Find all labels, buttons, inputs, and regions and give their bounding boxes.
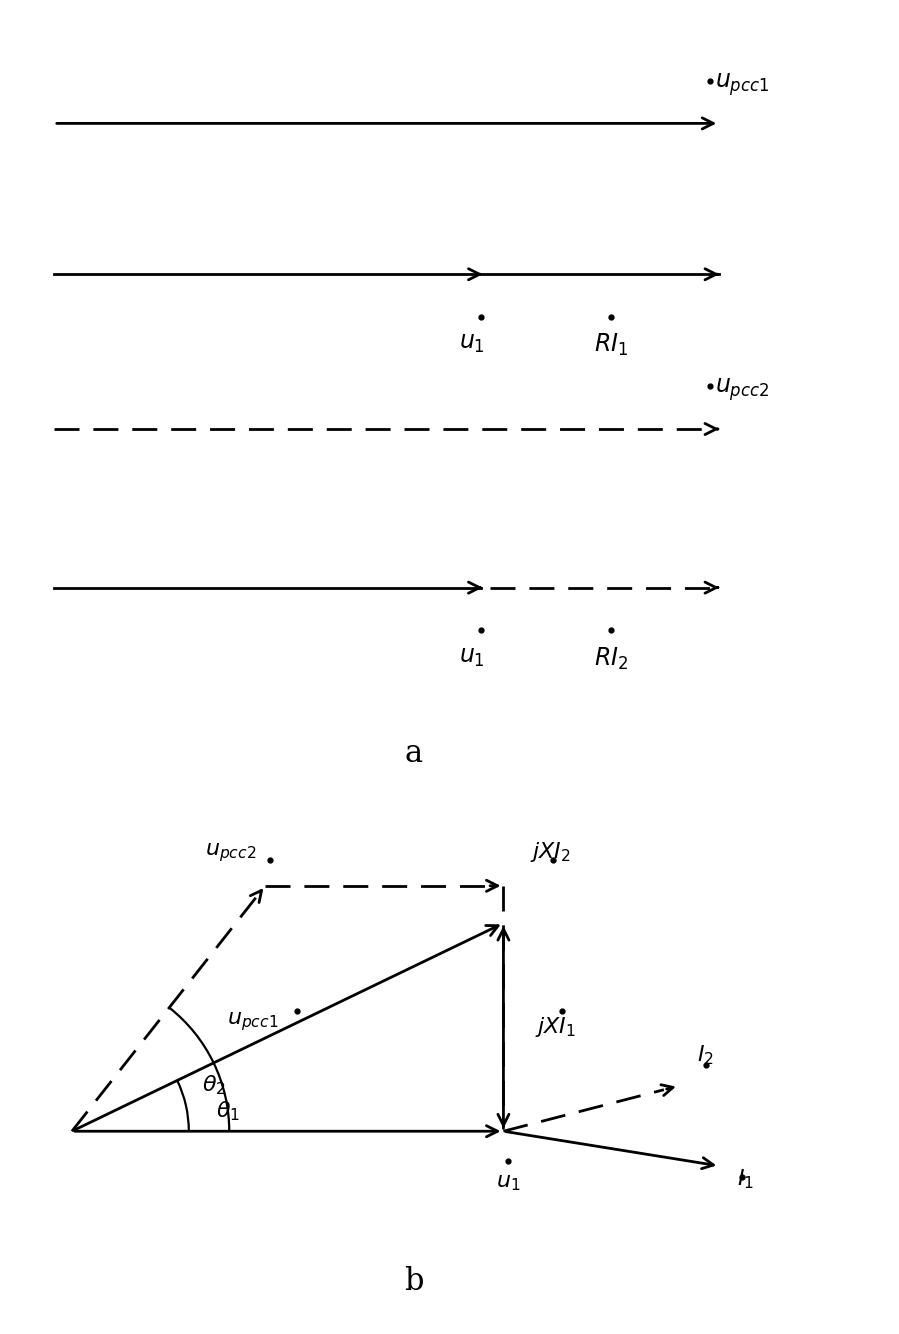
Text: $\theta_1$: $\theta_1$ xyxy=(216,1099,240,1123)
Text: $u_{pcc2}$: $u_{pcc2}$ xyxy=(715,376,770,403)
Text: $RI_1$: $RI_1$ xyxy=(594,332,628,359)
Text: a: a xyxy=(405,739,423,770)
Text: $I_1$: $I_1$ xyxy=(737,1167,754,1191)
Text: $\theta_2$: $\theta_2$ xyxy=(202,1073,227,1097)
Text: $jX I_1$: $jX I_1$ xyxy=(535,1015,575,1039)
Text: $u_1$: $u_1$ xyxy=(495,1171,521,1193)
Text: $u_1$: $u_1$ xyxy=(459,332,485,355)
Text: $u_{pcc1}$: $u_{pcc1}$ xyxy=(715,71,770,97)
Text: $jX I_2$: $jX I_2$ xyxy=(530,840,571,864)
Text: b: b xyxy=(404,1266,423,1297)
Text: $u_1$: $u_1$ xyxy=(459,646,485,668)
Text: $RI_2$: $RI_2$ xyxy=(594,646,628,672)
Text: $u_{pcc2}$: $u_{pcc2}$ xyxy=(205,842,256,864)
Text: $I_2$: $I_2$ xyxy=(697,1043,714,1067)
Text: $u_{pcc1}$: $u_{pcc1}$ xyxy=(227,1010,279,1034)
